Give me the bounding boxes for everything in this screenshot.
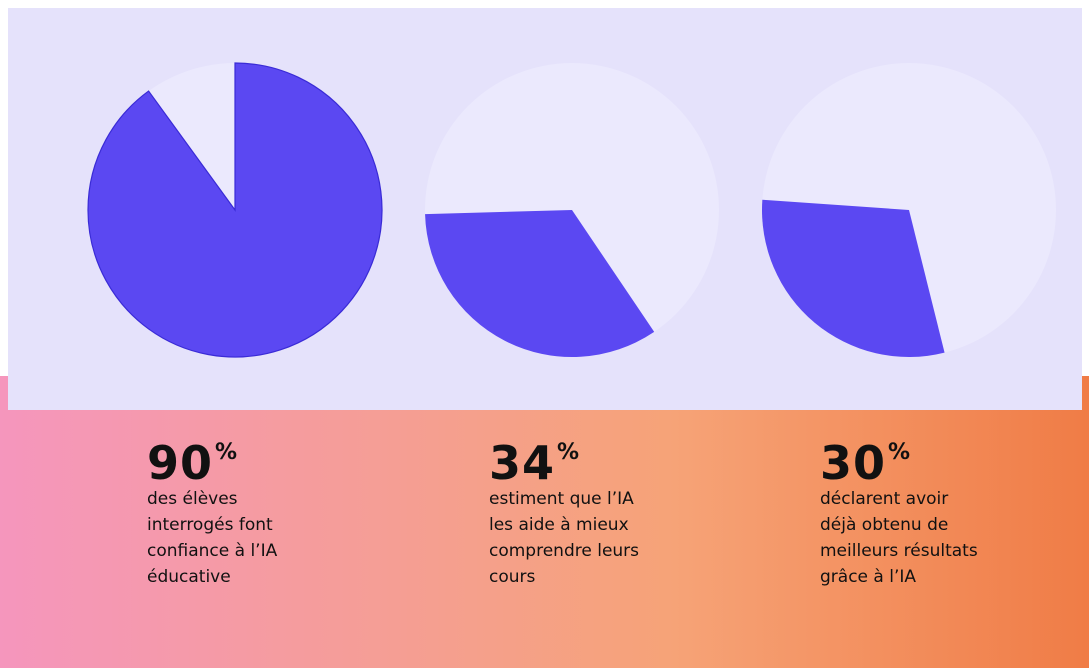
stat-description-2: estiment que l’IA les aide à mieux compr… bbox=[489, 489, 640, 587]
pie-chart-2 bbox=[425, 63, 719, 358]
pie-3-value-slice bbox=[761, 199, 945, 357]
stat-block-1: 90% des élèves interrogés font confiance… bbox=[147, 438, 347, 590]
stat-unit-1: % bbox=[215, 440, 239, 465]
stat-value-1: 90% bbox=[147, 438, 347, 488]
stat-block-3: 30% déclarent avoir déjà obtenu de meill… bbox=[820, 438, 1020, 590]
pie-chart-1 bbox=[87, 62, 383, 358]
pie-chart-3 bbox=[761, 63, 1056, 357]
pie-1-value-slice bbox=[87, 62, 383, 358]
stat-description-1: des élèves interrogés font confiance à l… bbox=[147, 489, 278, 587]
stat-block-2: 34% estiment que l’IA les aide à mieux c… bbox=[489, 438, 689, 590]
stat-value-2: 34% bbox=[489, 438, 689, 488]
stat-value-3: 30% bbox=[820, 438, 1020, 488]
pie-charts-panel bbox=[8, 8, 1082, 410]
stat-number-1: 90 bbox=[147, 436, 214, 490]
pie-charts-svg bbox=[87, 62, 1056, 358]
stat-unit-2: % bbox=[557, 440, 581, 465]
stat-number-3: 30 bbox=[820, 436, 887, 490]
gradient-background bbox=[0, 376, 1089, 668]
pie-2-value-slice bbox=[425, 210, 655, 358]
stat-unit-3: % bbox=[888, 440, 912, 465]
stat-number-2: 34 bbox=[489, 436, 556, 490]
stat-description-3: déclarent avoir déjà obtenu de meilleurs… bbox=[820, 489, 978, 587]
